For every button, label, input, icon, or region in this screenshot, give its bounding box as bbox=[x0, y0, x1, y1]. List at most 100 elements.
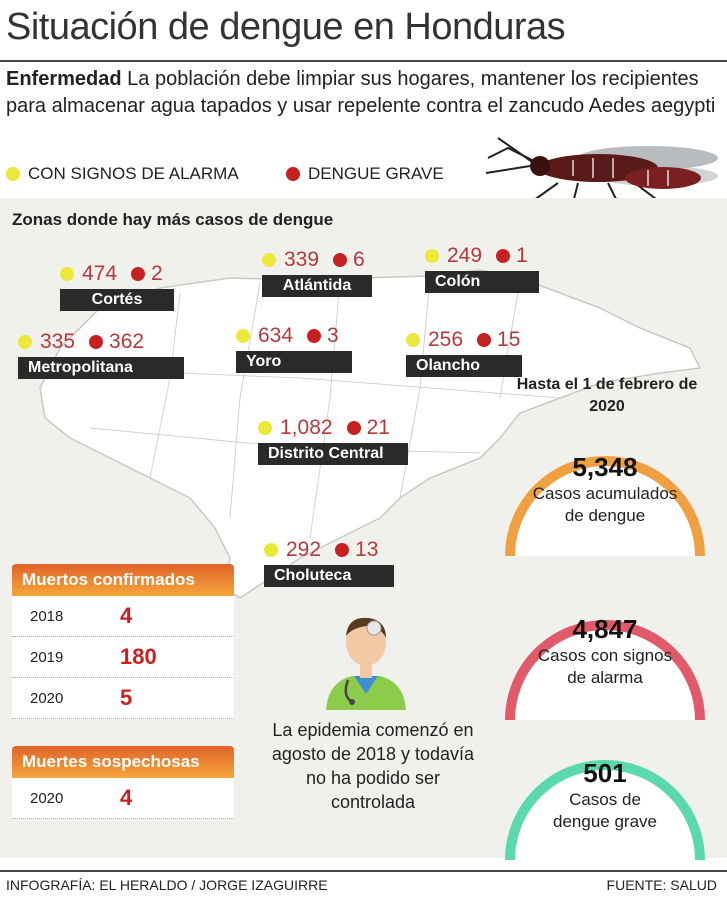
stat-alarm: 4,847 Casos con signos de alarma bbox=[505, 614, 705, 689]
region-values: 292 13 bbox=[264, 538, 394, 562]
year-cell: 2018 bbox=[30, 607, 64, 625]
alarm-count: 1,082 bbox=[280, 416, 333, 439]
stat-label: Casos acumulados de dengue bbox=[532, 484, 678, 525]
legend-alarm: CON SIGNOS DE ALARMA bbox=[6, 164, 239, 184]
value-cell: 4 bbox=[120, 785, 133, 810]
epidemic-note: La epidemia comenzó en agosto de 2018 y … bbox=[271, 720, 475, 812]
region-cortes: 474 2 Cortés bbox=[60, 262, 174, 311]
stat-accumulated: 5,348 Casos acumulados de dengue bbox=[505, 452, 705, 527]
red-dot-icon bbox=[286, 167, 300, 181]
region-atlantida: 339 6 Atlántida bbox=[262, 248, 372, 297]
alarm-count: 474 bbox=[82, 262, 118, 285]
red-dot-icon bbox=[307, 329, 322, 343]
footer-source: FUENTE: SALUD bbox=[606, 877, 717, 893]
region-name: Choluteca bbox=[264, 565, 394, 587]
footer-credit: INFOGRAFÍA: EL HERALDO / JORGE IZAGUIRRE bbox=[6, 877, 328, 893]
intro-paragraph: Enfermedad La población debe limpiar sus… bbox=[6, 66, 726, 120]
red-dot-icon bbox=[335, 543, 350, 557]
stat-value: 5,348 bbox=[572, 452, 638, 482]
region-name: Cortés bbox=[60, 289, 174, 311]
stat-severe: 501 Casos de dengue grave bbox=[505, 758, 705, 833]
yellow-dot-icon bbox=[262, 253, 276, 267]
table-body: 2018 4 2019 180 2020 5 bbox=[12, 596, 234, 719]
intro-heading: Enfermedad bbox=[6, 68, 122, 90]
year-cell: 2020 bbox=[30, 789, 64, 807]
yellow-dot-icon bbox=[406, 333, 420, 347]
region-values: 634 3 bbox=[236, 324, 352, 348]
yellow-dot-icon bbox=[258, 421, 272, 435]
stat-label: Casos con signos de alarma bbox=[537, 646, 673, 687]
region-colon: 249 1 Colón bbox=[425, 244, 539, 293]
red-dot-icon bbox=[477, 333, 492, 347]
alarm-count: 634 bbox=[258, 324, 294, 347]
table-row: 2020 4 bbox=[12, 778, 234, 819]
alarm-count: 256 bbox=[428, 328, 464, 351]
region-name: Olancho bbox=[406, 355, 522, 377]
yellow-dot-icon bbox=[264, 543, 278, 557]
page-title: Situación de dengue en Honduras bbox=[6, 6, 566, 48]
summary-date: Hasta el 1 de febrero de 2020 bbox=[516, 376, 698, 415]
year-cell: 2019 bbox=[30, 648, 64, 666]
region-values: 339 6 bbox=[262, 248, 372, 272]
table-body: 2020 4 bbox=[12, 778, 234, 819]
alarm-count: 339 bbox=[284, 248, 320, 271]
value-cell: 4 bbox=[120, 603, 133, 628]
stat-ring-accumulated bbox=[505, 456, 705, 557]
alarm-count: 249 bbox=[447, 244, 483, 267]
severe-count: 2 bbox=[151, 262, 163, 285]
severe-count: 21 bbox=[366, 416, 390, 439]
stat-value: 501 bbox=[583, 758, 627, 788]
deaths-suspected-table: Muertes sospechosas 2020 4 bbox=[12, 746, 234, 819]
deaths-confirmed-table: Muertos confirmados 2018 4 2019 180 2020… bbox=[12, 564, 234, 719]
yellow-dot-icon bbox=[60, 267, 74, 281]
table-title: Muertes sospechosas bbox=[12, 746, 234, 778]
region-name: Yoro bbox=[236, 351, 352, 373]
region-values: 249 1 bbox=[425, 244, 539, 268]
table-row: 2018 4 bbox=[12, 596, 234, 637]
legend-severe: DENGUE GRAVE bbox=[286, 164, 444, 184]
region-name: Atlántida bbox=[262, 275, 372, 297]
region-values: 335 362 bbox=[18, 330, 184, 354]
table-row: 2020 5 bbox=[12, 678, 234, 719]
footer-divider bbox=[0, 870, 727, 872]
severe-count: 13 bbox=[355, 538, 379, 561]
region-values: 256 15 bbox=[406, 328, 522, 352]
region-values: 474 2 bbox=[60, 262, 174, 286]
stat-ring-alarm bbox=[505, 620, 705, 721]
year-cell: 2020 bbox=[30, 689, 64, 707]
region-values: 1,082 21 bbox=[258, 416, 408, 440]
region-metropolitana: 335 362 Metropolitana bbox=[18, 330, 184, 379]
region-yoro: 634 3 Yoro bbox=[236, 324, 352, 373]
region-name: Metropolitana bbox=[18, 357, 184, 379]
red-dot-icon bbox=[333, 253, 348, 267]
region-olancho: 256 15 Olancho bbox=[406, 328, 522, 377]
yellow-dot-icon bbox=[6, 167, 20, 181]
value-cell: 180 bbox=[120, 644, 157, 669]
severe-count: 6 bbox=[353, 248, 365, 271]
region-name: Distrito Central bbox=[258, 443, 408, 465]
stat-label: Casos de dengue grave bbox=[553, 790, 657, 831]
table-row: 2019 180 bbox=[12, 637, 234, 678]
region-choluteca: 292 13 Choluteca bbox=[264, 538, 394, 587]
stat-ring-severe bbox=[505, 760, 705, 861]
intro-text: La población debe limpiar sus hogares, m… bbox=[6, 68, 716, 117]
region-distrito-central: 1,082 21 Distrito Central bbox=[258, 416, 408, 465]
stat-value: 4,847 bbox=[572, 614, 638, 644]
severe-count: 15 bbox=[497, 328, 521, 351]
title-divider bbox=[0, 60, 727, 62]
region-name: Colón bbox=[425, 271, 539, 293]
red-dot-icon bbox=[89, 335, 104, 349]
severe-count: 3 bbox=[327, 324, 339, 347]
alarm-count: 335 bbox=[40, 330, 76, 353]
zones-title: Zonas donde hay más casos de dengue bbox=[12, 210, 334, 229]
value-cell: 5 bbox=[120, 685, 133, 710]
yellow-dot-icon bbox=[236, 329, 250, 343]
doctor-icon bbox=[326, 617, 406, 710]
red-dot-icon bbox=[346, 421, 361, 435]
red-dot-icon bbox=[496, 249, 511, 263]
severe-count: 1 bbox=[516, 244, 528, 267]
legend-severe-label: DENGUE GRAVE bbox=[308, 164, 444, 183]
legend-alarm-label: CON SIGNOS DE ALARMA bbox=[28, 164, 239, 183]
severe-count: 362 bbox=[109, 330, 145, 353]
alarm-count: 292 bbox=[286, 538, 322, 561]
